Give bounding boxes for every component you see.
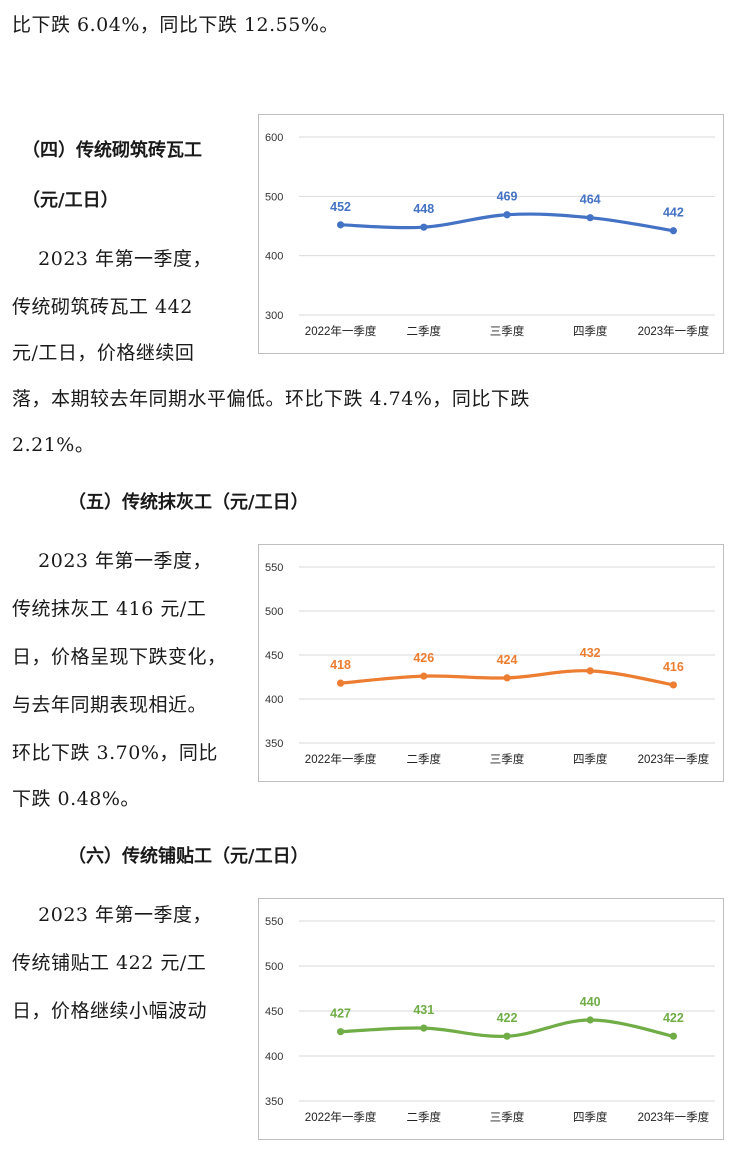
paragraph-line: 2023 年第一季度， xyxy=(12,550,213,572)
data-label: 426 xyxy=(413,651,434,665)
x-tick-label: 三季度 xyxy=(490,752,525,766)
paragraph-line: 下跌 0.48%。 xyxy=(12,788,140,810)
data-point xyxy=(420,1024,428,1032)
line-chart-plastering: 350 400 450 500 550 2022年一季度 二季度 三季度 四季度 2023年一季度… xyxy=(258,544,724,782)
paragraph-line: 比下跌 6.04%，同比下跌 12.55%。 xyxy=(12,14,339,36)
paragraph-line: 环比下跌 3.70%，同比 xyxy=(12,742,218,764)
data-point xyxy=(337,221,345,229)
data-label: 432 xyxy=(580,646,601,660)
x-tick-label: 二季度 xyxy=(407,752,442,766)
paragraph-line: 落，本期较去年同期水平偏低。环比下跌 4.74%，同比下跌 xyxy=(12,388,530,410)
data-point xyxy=(503,211,511,219)
x-tick-label: 2022年一季度 xyxy=(305,1110,377,1124)
y-tick-label: 450 xyxy=(265,650,283,662)
y-tick-label: 300 xyxy=(265,310,283,322)
x-tick-label: 四季度 xyxy=(573,324,608,338)
paragraph-line: 2.21%。 xyxy=(12,434,95,456)
x-tick-label: 三季度 xyxy=(490,1110,525,1124)
paragraph-line: 与去年同期表现相近。 xyxy=(12,694,208,716)
paragraph-line: 2023 年第一季度， xyxy=(12,248,213,270)
y-tick-label: 350 xyxy=(265,1096,283,1108)
paragraph-line: 传统砌筑砖瓦工 442 xyxy=(12,296,193,318)
y-tick-label: 350 xyxy=(265,738,283,750)
x-tick-label: 2023年一季度 xyxy=(638,1110,710,1124)
data-label: 416 xyxy=(663,660,684,674)
data-label: 422 xyxy=(497,1011,518,1025)
data-point xyxy=(420,672,428,680)
y-tick-label: 400 xyxy=(265,1051,283,1063)
data-label: 427 xyxy=(330,1007,351,1021)
data-label: 424 xyxy=(497,653,518,667)
data-point xyxy=(337,679,345,687)
x-tick-label: 四季度 xyxy=(573,1110,608,1124)
section-heading: （五）传统抹灰工（元/工日） xyxy=(68,492,309,513)
x-tick-label: 二季度 xyxy=(407,1110,442,1124)
data-label: 431 xyxy=(413,1003,434,1017)
section-heading: （六）传统铺贴工（元/工日） xyxy=(68,846,309,867)
data-label: 448 xyxy=(413,202,434,216)
data-point xyxy=(586,667,594,675)
y-tick-label: 500 xyxy=(265,191,283,203)
y-tick-label: 500 xyxy=(265,606,283,618)
paragraph-line: 传统铺贴工 422 元/工 xyxy=(12,952,207,974)
data-label: 469 xyxy=(497,190,518,204)
data-point xyxy=(503,674,511,682)
paragraph-line: 日，价格继续小幅波动 xyxy=(12,1000,208,1022)
y-tick-label: 550 xyxy=(265,562,283,574)
data-label: 464 xyxy=(580,193,601,207)
paragraph-line: 2023 年第一季度， xyxy=(12,904,213,926)
x-tick-label: 2022年一季度 xyxy=(305,752,377,766)
data-label: 422 xyxy=(663,1011,684,1025)
line-chart-tiling: 350 400 450 500 550 2022年一季度 二季度 三季度 四季度 2023年一季度… xyxy=(258,898,724,1140)
data-label: 418 xyxy=(330,658,351,672)
line-chart-masonry: 300 400 500 600 2022年一季度 二季度 三季度 四季度 2023年一季度 452… xyxy=(258,114,724,354)
data-label: 452 xyxy=(330,200,351,214)
x-tick-label: 四季度 xyxy=(573,752,608,766)
data-point xyxy=(420,223,428,231)
data-point xyxy=(586,1016,594,1024)
section-heading-unit: （元/工日） xyxy=(22,190,119,211)
x-tick-label: 2023年一季度 xyxy=(638,752,710,766)
data-point xyxy=(503,1032,511,1040)
paragraph-line: 传统抹灰工 416 元/工 xyxy=(12,598,207,620)
data-label: 440 xyxy=(580,995,601,1009)
y-tick-label: 400 xyxy=(265,694,283,706)
data-point xyxy=(586,214,594,222)
paragraph-line: 日，价格呈现下跌变化， xyxy=(12,646,227,668)
paragraph-line: 元/工日，价格继续回 xyxy=(12,342,195,364)
y-tick-label: 550 xyxy=(265,916,283,928)
y-tick-label: 400 xyxy=(265,251,283,263)
y-tick-label: 450 xyxy=(265,1006,283,1018)
y-tick-label: 500 xyxy=(265,961,283,973)
data-point xyxy=(337,1028,345,1036)
section-heading: （四）传统砌筑砖瓦工 xyxy=(22,140,202,161)
x-tick-label: 三季度 xyxy=(490,324,525,338)
data-point xyxy=(669,227,677,235)
x-tick-label: 2023年一季度 xyxy=(638,324,710,338)
data-label: 442 xyxy=(663,206,684,220)
x-tick-label: 二季度 xyxy=(407,324,442,338)
data-point xyxy=(669,681,677,689)
data-point xyxy=(669,1032,677,1040)
x-tick-label: 2022年一季度 xyxy=(305,324,377,338)
y-tick-label: 600 xyxy=(265,132,283,144)
